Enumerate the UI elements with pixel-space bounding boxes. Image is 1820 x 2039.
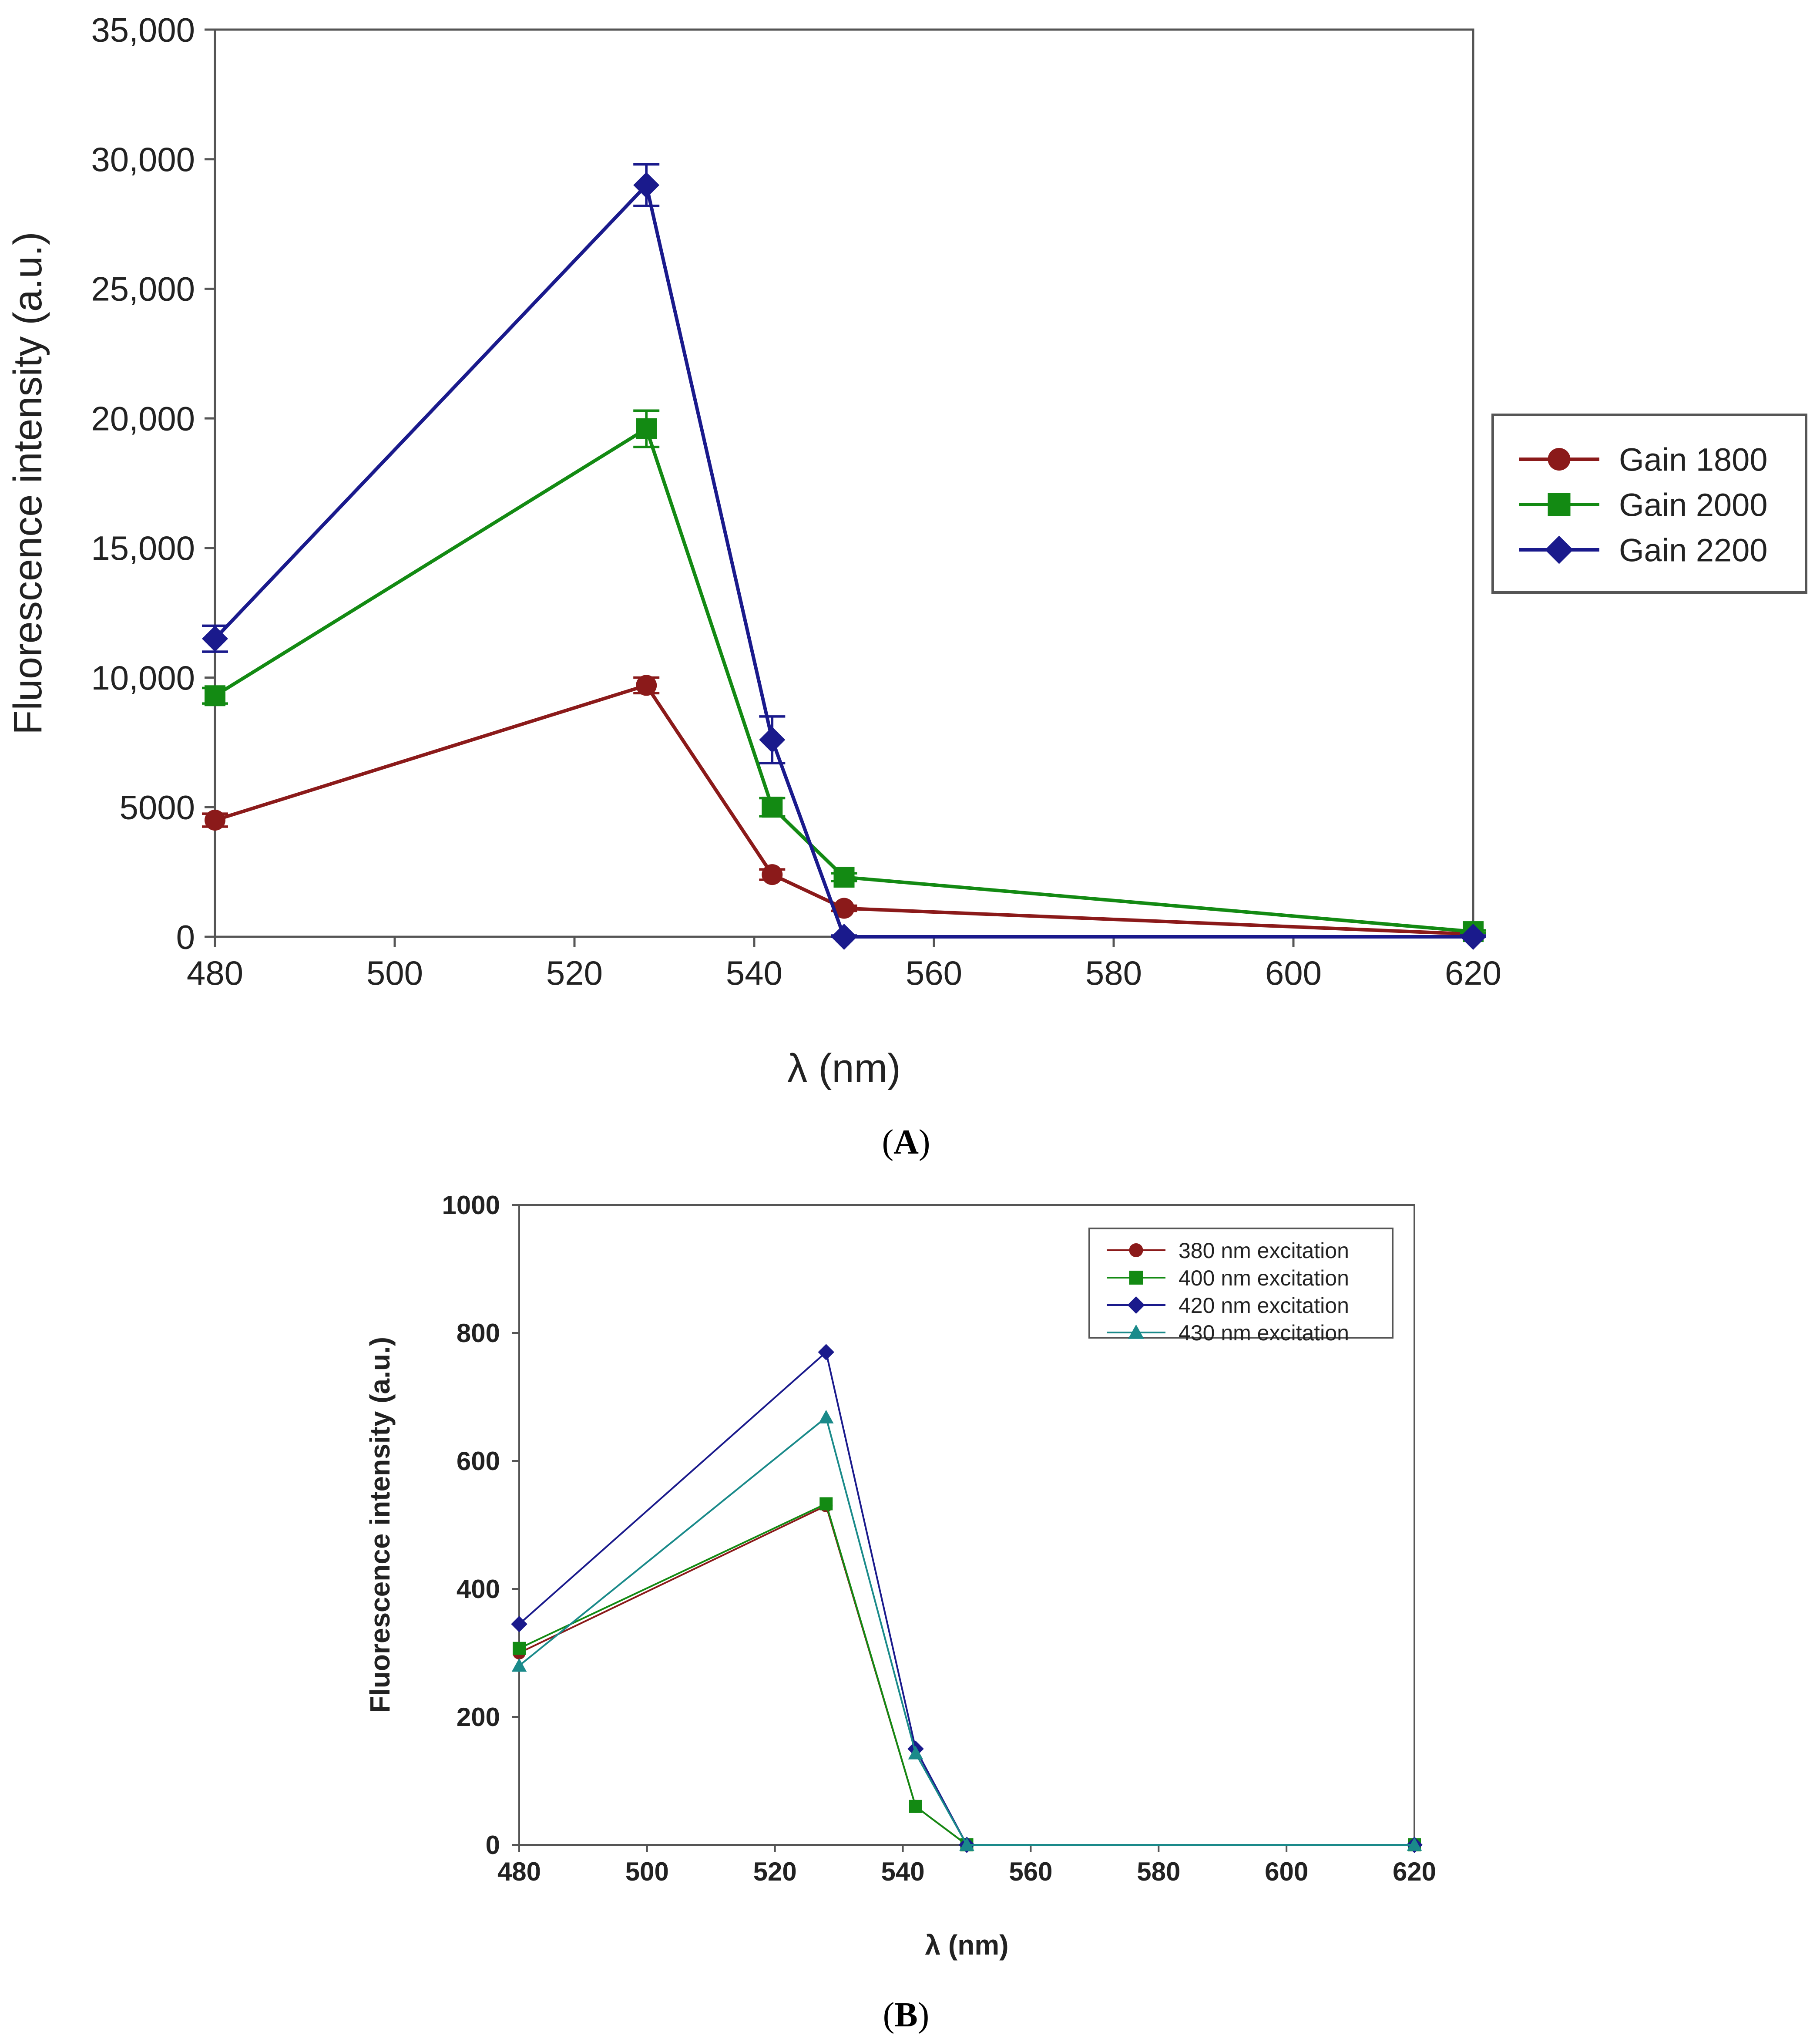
chart-b-ytick-label: 400 (457, 1575, 500, 1604)
chart-b-xtick-label: 520 (753, 1857, 797, 1886)
chart-b-x-axis-label: λ (nm) (925, 1929, 1009, 1961)
chart-a-ytick-label: 30,000 (91, 140, 195, 178)
chart-a-ytick-label: 35,000 (91, 10, 195, 49)
chart-b-ytick-label: 800 (457, 1319, 500, 1348)
chart-a-series-gain-2000-point (205, 685, 225, 707)
chart-a-ytick-label: 20,000 (91, 399, 195, 437)
chart-b-series-430-nm-excitation-point (819, 1410, 834, 1423)
chart-b-legend-430-nm-excitation-label: 430 nm excitation (1179, 1321, 1349, 1345)
chart-b: 0 200 400 600 800 1000 480 500 520 540 560 580 600 62… (364, 1191, 1436, 2034)
chart-b-series-430-nm-excitation-point (959, 1837, 974, 1851)
chart-b-series-430-nm-excitation-point (511, 1658, 527, 1672)
chart-a-xtick-label: 540 (726, 954, 782, 992)
chart-a-legend-gain-1800-swatch-marker (1548, 448, 1571, 471)
chart-b-xtick-label: 580 (1137, 1857, 1180, 1886)
chart-b-xtick-label: 560 (1009, 1857, 1052, 1886)
chart-b-xtick-label: 620 (1393, 1857, 1436, 1886)
chart-a-ytick-label: 0 (176, 918, 195, 956)
chart-a-ytick-label: 10,000 (91, 659, 195, 697)
chart-b-series-400-nm-excitation-point (819, 1497, 833, 1511)
chart-a-series-gain-2000-point (833, 867, 855, 888)
chart-a-xtick-label: 480 (187, 954, 243, 992)
chart-a-xtick-label: 620 (1445, 954, 1501, 992)
chart-b-series-400-nm-excitation-point (513, 1642, 526, 1655)
chart-b-series-400-nm-excitation-line (519, 1502, 1414, 1846)
chart-b-series-430-nm-excitation-line (518, 1416, 1414, 1846)
chart-a-panel-label: (A) (882, 1123, 930, 1161)
chart-b-y-axis-label: Fluorescence intensity (a.u.) (364, 1337, 396, 1713)
chart-b-xtick-label: 600 (1265, 1857, 1308, 1886)
chart-a-series-gain-2200-point (1460, 924, 1486, 950)
chart-a-series-gain-1800-line (214, 683, 1474, 936)
chart-b-series-420-nm-excitation-point (511, 1616, 527, 1632)
chart-a-series-gain-1800-point (636, 675, 657, 696)
chart-b-series-420-nm-excitation-point (818, 1344, 835, 1360)
chart-b-ytick-label: 200 (457, 1703, 500, 1732)
chart-b-legend-400-nm-excitation-label: 400 nm excitation (1179, 1266, 1349, 1290)
chart-a-xtick-label: 560 (906, 954, 962, 992)
chart-a-xtick-label: 520 (546, 954, 603, 992)
chart-b-panel-label: (B) (883, 1996, 930, 2034)
chart-a-series-gain-2200-point (831, 924, 857, 950)
chart-b-legend-380-nm-excitation-label: 380 nm excitation (1179, 1238, 1349, 1263)
chart-a-legend-gain-2000-swatch-marker (1548, 493, 1571, 516)
chart-b-ytick-label: 0 (486, 1830, 500, 1860)
chart-b-xtick-label: 500 (625, 1857, 669, 1886)
chart-a-legend-gain-2200-label: Gain 2200 (1619, 532, 1768, 569)
chart-a-xtick-label: 500 (366, 954, 423, 992)
chart-b-legend-400-nm-excitation-swatch-marker (1129, 1271, 1143, 1285)
chart-a-series-gain-1800-point (205, 810, 225, 831)
chart-a-ytick-label: 25,000 (91, 270, 195, 308)
chart-b-xtick-label: 480 (497, 1857, 541, 1886)
chart-a: 0 5000 10,000 15,000 20,000 25,000 30,000 35,00… (6, 10, 1807, 1161)
chart-a-series-gain-2200-point (633, 172, 660, 199)
chart-b-series-420-nm-excitation-line (518, 1350, 1414, 1846)
chart-a-xtick-label: 580 (1085, 954, 1142, 992)
chart-b-xtick-label: 540 (881, 1857, 925, 1886)
chart-a-legend-gain-2000-label: Gain 2000 (1619, 487, 1768, 523)
chart-a-series-gain-2200-point (759, 727, 786, 753)
chart-a-series-gain-2000-point (762, 797, 783, 818)
chart-a-x-axis-label: λ (nm) (787, 1046, 901, 1090)
chart-a-plot-frame (214, 28, 1474, 938)
chart-a-series-gain-2000-line (214, 426, 1474, 934)
chart-a-ytick-label: 15,000 (91, 529, 195, 567)
chart-b-legend-380-nm-excitation-swatch-marker (1129, 1243, 1143, 1257)
chart-b-ytick-label: 600 (457, 1447, 500, 1476)
chart-b-legend-430-nm-excitation-swatch-marker (1128, 1324, 1144, 1339)
chart-b-series-430-nm-excitation-point (908, 1746, 923, 1760)
chart-b-series-400-nm-excitation-point (909, 1800, 922, 1813)
chart-a-series-gain-1800-point (833, 898, 855, 919)
chart-b-ytick-label: 1000 (442, 1191, 500, 1220)
chart-a-legend-gain-1800-label: Gain 1800 (1619, 442, 1768, 478)
chart-a-series-gain-2200-line (214, 182, 1473, 939)
chart-a-y-axis-label: Fluorescence intensity (a.u.) (6, 232, 50, 735)
chart-a-series-gain-1800-point (762, 864, 783, 885)
chart-a-ytick-label: 5000 (119, 788, 195, 827)
chart-b-legend-420-nm-excitation-label: 420 nm excitation (1179, 1293, 1349, 1318)
chart-a-series-gain-2200-point (202, 626, 228, 652)
chart-a-legend-gain-2200-swatch-marker (1545, 535, 1573, 564)
chart-b-legend-420-nm-excitation-swatch-marker (1127, 1296, 1145, 1314)
chart-a-series-gain-2000-point (636, 418, 657, 439)
chart-a-xtick-label: 600 (1265, 954, 1322, 992)
chart-b-series-430-nm-excitation-point (1407, 1837, 1422, 1851)
